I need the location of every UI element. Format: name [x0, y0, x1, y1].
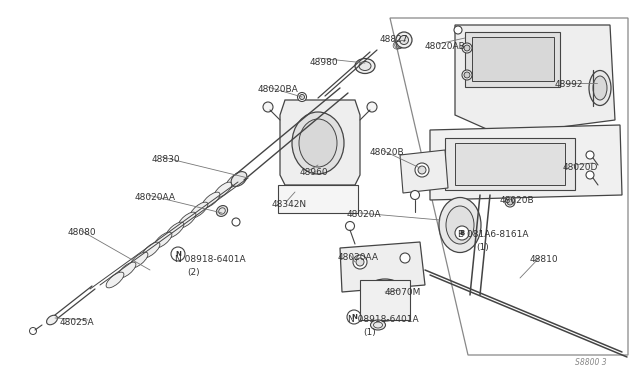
Bar — [360, 280, 410, 320]
Ellipse shape — [454, 26, 462, 34]
Ellipse shape — [505, 197, 515, 207]
Text: 48020AB: 48020AB — [425, 42, 466, 51]
Text: 48980: 48980 — [310, 58, 339, 67]
Ellipse shape — [439, 198, 481, 253]
Ellipse shape — [371, 320, 385, 330]
Ellipse shape — [593, 76, 607, 100]
Bar — [445, 138, 575, 190]
Ellipse shape — [226, 172, 244, 188]
Text: 48827: 48827 — [380, 35, 408, 44]
Ellipse shape — [214, 182, 232, 198]
Ellipse shape — [464, 45, 470, 51]
Text: 48020BA: 48020BA — [258, 85, 299, 94]
Ellipse shape — [462, 70, 472, 80]
Text: (1): (1) — [476, 243, 489, 252]
Ellipse shape — [418, 166, 426, 174]
Ellipse shape — [446, 206, 474, 244]
Ellipse shape — [589, 71, 611, 106]
Ellipse shape — [118, 262, 136, 278]
Text: N: N — [175, 251, 181, 257]
Text: 48810: 48810 — [530, 255, 559, 264]
Ellipse shape — [47, 315, 58, 325]
Text: 48020B: 48020B — [370, 148, 404, 157]
Text: B 081A6-8161A: B 081A6-8161A — [458, 230, 529, 239]
Text: 48020D: 48020D — [563, 163, 598, 172]
Text: 48080: 48080 — [68, 228, 97, 237]
Ellipse shape — [232, 218, 240, 226]
Ellipse shape — [359, 61, 371, 71]
Ellipse shape — [202, 192, 220, 208]
Ellipse shape — [367, 102, 377, 112]
Circle shape — [171, 247, 185, 261]
Ellipse shape — [396, 32, 412, 48]
Text: N 08918-6401A: N 08918-6401A — [348, 315, 419, 324]
Ellipse shape — [231, 171, 247, 186]
Ellipse shape — [356, 258, 364, 266]
Ellipse shape — [263, 102, 273, 112]
Ellipse shape — [464, 72, 470, 78]
Text: 48020AA: 48020AA — [135, 193, 176, 202]
Text: 48020A: 48020A — [347, 210, 381, 219]
Polygon shape — [455, 25, 615, 135]
Circle shape — [347, 310, 361, 324]
Ellipse shape — [142, 242, 160, 258]
Text: 48830: 48830 — [152, 155, 180, 164]
Ellipse shape — [399, 35, 408, 45]
Ellipse shape — [166, 222, 184, 238]
Ellipse shape — [410, 190, 419, 199]
Circle shape — [455, 226, 469, 240]
Bar — [472, 37, 554, 81]
Text: 48960: 48960 — [300, 168, 328, 177]
Text: (1): (1) — [363, 328, 376, 337]
Bar — [465, 32, 560, 87]
Bar — [278, 185, 358, 213]
Polygon shape — [340, 242, 425, 292]
Text: N: N — [351, 314, 357, 320]
Ellipse shape — [300, 94, 305, 99]
Ellipse shape — [462, 43, 472, 53]
Ellipse shape — [216, 206, 228, 217]
Ellipse shape — [353, 255, 367, 269]
Text: 48070M: 48070M — [385, 288, 421, 297]
Text: 48025A: 48025A — [60, 318, 95, 327]
Polygon shape — [430, 125, 622, 200]
Ellipse shape — [178, 212, 196, 228]
Polygon shape — [400, 150, 448, 193]
Ellipse shape — [586, 151, 594, 159]
Text: (2): (2) — [187, 268, 200, 277]
Ellipse shape — [298, 93, 307, 102]
Ellipse shape — [355, 58, 375, 74]
Text: 48020B: 48020B — [500, 196, 534, 205]
Polygon shape — [280, 100, 360, 185]
Text: B: B — [460, 230, 465, 236]
Ellipse shape — [29, 327, 36, 334]
Ellipse shape — [361, 279, 409, 321]
Ellipse shape — [292, 112, 344, 174]
Ellipse shape — [190, 202, 208, 218]
Ellipse shape — [507, 199, 513, 205]
Ellipse shape — [368, 286, 402, 314]
Ellipse shape — [346, 221, 355, 231]
Ellipse shape — [130, 252, 148, 268]
Bar — [455, 143, 565, 185]
Ellipse shape — [299, 119, 337, 167]
Ellipse shape — [586, 171, 594, 179]
Ellipse shape — [415, 163, 429, 177]
Ellipse shape — [154, 232, 172, 248]
Ellipse shape — [106, 272, 124, 288]
Text: N 08918-6401A: N 08918-6401A — [175, 255, 246, 264]
Text: 48342N: 48342N — [272, 200, 307, 209]
Ellipse shape — [400, 253, 410, 263]
Text: S8800 3: S8800 3 — [575, 358, 607, 367]
Text: 48020AA: 48020AA — [338, 253, 379, 262]
Text: 48992: 48992 — [555, 80, 584, 89]
